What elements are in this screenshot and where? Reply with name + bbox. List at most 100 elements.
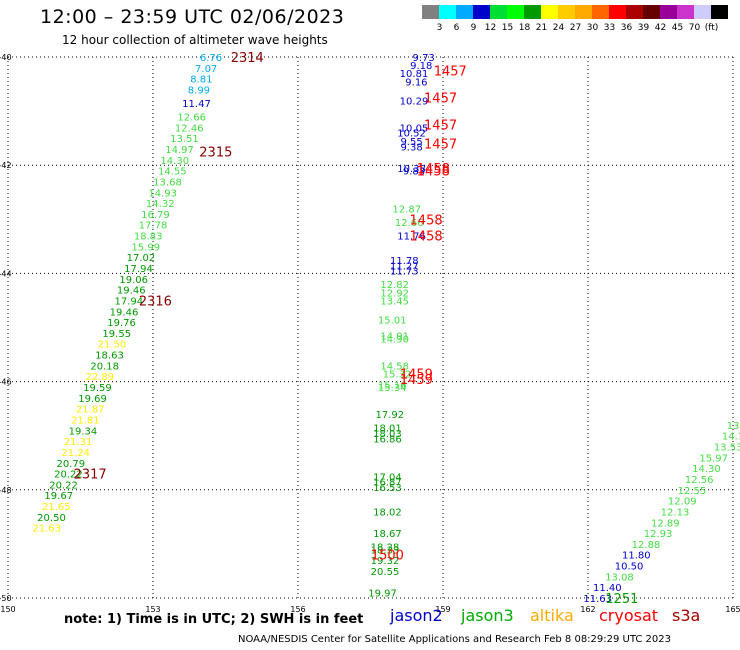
scale-swatch — [609, 5, 626, 19]
wave-height-label: 12.66 — [177, 113, 206, 124]
time-label: 1457 — [424, 92, 457, 107]
wave-height-label: 12.89 — [651, 518, 680, 529]
time-label: 1457 — [434, 65, 467, 80]
wave-height-label: 9.83 — [403, 167, 425, 178]
wave-height-label: 14.1 — [722, 432, 740, 443]
wave-height-label: 19.46 — [117, 286, 146, 297]
wave-height-label: 14.97 — [165, 145, 194, 156]
wave-height-label: 11.78 — [390, 256, 419, 267]
scale-label: 36 — [620, 23, 633, 33]
satellite-legend-jason3: jason3 — [461, 606, 514, 625]
wave-height-label: 17.02 — [127, 253, 156, 264]
wave-height-label: 11.80 — [622, 551, 651, 562]
wave-height-label: 15.01 — [378, 315, 407, 326]
scale-label: 33 — [603, 23, 616, 33]
wave-height-label: 22.89 — [86, 372, 115, 383]
wave-height-label: 17.94 — [115, 296, 144, 307]
wave-height-label: 19.46 — [110, 307, 139, 318]
wave-height-label: 20.50 — [37, 513, 66, 524]
wave-height-label: 10.05 — [400, 123, 429, 134]
wave-height-label: 20.79 — [57, 459, 86, 470]
wave-height-label: 20.22 — [49, 480, 78, 491]
x-tick-label: 162 — [580, 605, 595, 614]
y-tick-label: -42 — [0, 161, 12, 170]
scale-swatch — [643, 5, 660, 19]
x-tick-label: 153 — [145, 605, 160, 614]
wave-height-label: 10.38 — [397, 164, 426, 175]
satellite-legend-altika: altika — [530, 606, 574, 625]
wave-height-label: 12.56 — [685, 475, 714, 486]
wave-height-label: 14.55 — [158, 167, 187, 178]
wave-height-label: 11.27 — [390, 261, 419, 272]
time-label: 1458 — [410, 230, 443, 245]
wave-height-label: 13.08 — [605, 572, 634, 583]
wave-height-label: 18.28 — [371, 543, 400, 554]
wave-height-label: 10.52 — [397, 129, 426, 140]
x-tick-label: 150 — [0, 605, 15, 614]
scale-swatch — [473, 5, 490, 19]
wave-height-label: 19.97 — [368, 589, 397, 600]
wave-height-label: 16.53 — [373, 483, 402, 494]
wave-height-label: 14.30 — [692, 464, 721, 475]
wave-height-label: 12.92 — [380, 288, 409, 299]
scale-label: 30 — [586, 23, 599, 33]
wave-height-label: 8.99 — [188, 85, 210, 96]
wave-height-label: 16.86 — [373, 434, 402, 445]
wave-height-label: 21.81 — [71, 415, 100, 426]
scale-swatch — [660, 5, 677, 19]
wave-height-label: 13.53 — [714, 443, 740, 454]
wave-height-label: 18.01 — [373, 424, 402, 435]
scale-swatch — [422, 5, 439, 19]
wave-height-label: 13.45 — [380, 296, 409, 307]
wave-height-label: 19.76 — [107, 318, 136, 329]
satellite-legend-cryosat: cryosat — [599, 606, 659, 625]
wave-height-label: 12.87 — [392, 204, 421, 215]
wave-height-label: 18.33 — [371, 545, 400, 556]
y-tick-label: -40 — [0, 53, 12, 62]
time-label: 2317 — [74, 468, 107, 483]
scale-swatch — [541, 5, 558, 19]
wave-height-label: 9.55 — [400, 137, 422, 148]
x-tick-label: 165 — [725, 605, 740, 614]
scale-label: 70 — [688, 23, 701, 33]
wave-height-label: 19.67 — [44, 491, 73, 502]
wave-height-label: 9.38 — [400, 142, 422, 153]
time-label: 1459 — [400, 367, 433, 382]
scale-swatch — [592, 5, 609, 19]
chart-subtitle: 12 hour collection of altimeter wave hei… — [62, 33, 328, 47]
wave-height-label: 15.34 — [378, 383, 407, 394]
wave-height-label: 14.93 — [148, 188, 177, 199]
wave-height-label: 21.65 — [42, 502, 71, 513]
wave-height-label: 21.24 — [61, 448, 90, 459]
time-label: 1457 — [424, 138, 457, 153]
scale-label: 12 — [484, 23, 497, 33]
wave-height-label: 12.88 — [632, 540, 661, 551]
scale-label: 42 — [654, 23, 667, 33]
wave-height-label: 12.13 — [661, 507, 690, 518]
time-label: 2314 — [231, 51, 264, 66]
scale-swatch — [490, 5, 507, 19]
scale-swatch — [524, 5, 541, 19]
scale-label: 6 — [453, 23, 460, 33]
scale-label: 27 — [569, 23, 582, 33]
wave-height-label: 12.93 — [644, 529, 673, 540]
wave-height-label: 17.04 — [373, 472, 402, 483]
time-label: 1458 — [410, 213, 443, 228]
scale-label: 21 — [535, 23, 548, 33]
wave-height-label: 19.34 — [69, 426, 98, 437]
wave-height-label: 20.55 — [371, 567, 400, 578]
y-tick-label: -50 — [0, 594, 12, 603]
wave-height-label: 12.66 — [395, 218, 424, 229]
wave-height-label: 18.67 — [373, 529, 402, 540]
wave-height-label: 18.03 — [373, 429, 402, 440]
wave-height-label: 12.46 — [175, 123, 204, 134]
satellite-legend-jason2: jason2 — [390, 606, 443, 625]
wave-height-label: 20.22 — [54, 470, 83, 481]
scale-swatch — [456, 5, 473, 19]
scale-label: (ft) — [704, 23, 719, 33]
wave-height-label: 18.63 — [95, 351, 124, 362]
wave-height-label: 19.06 — [119, 275, 148, 286]
wave-height-label: 12.09 — [668, 497, 697, 508]
scale-swatch — [507, 5, 524, 19]
